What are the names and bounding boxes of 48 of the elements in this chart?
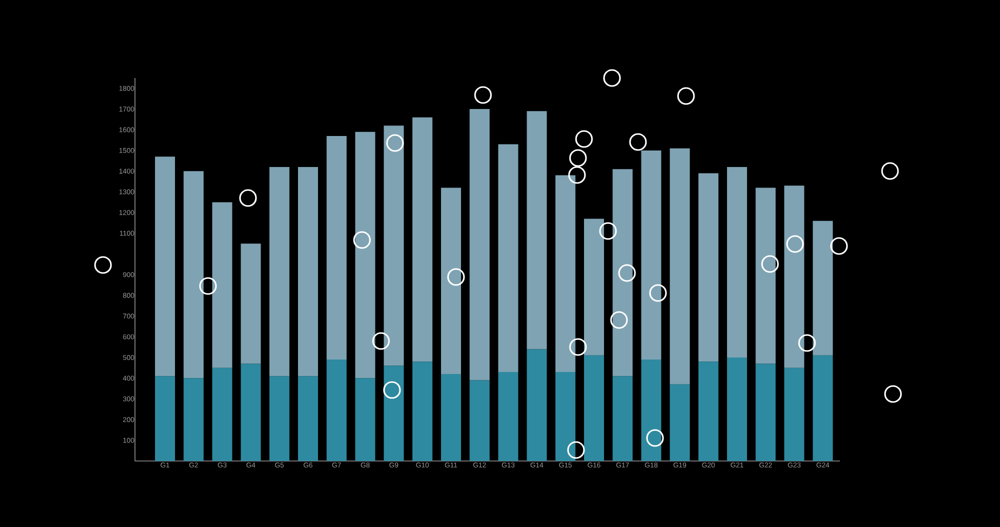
bar: [526, 349, 547, 461]
bar: [641, 360, 662, 461]
bar: [412, 117, 432, 362]
bar: [326, 136, 347, 360]
bar: [184, 171, 204, 378]
bar: [641, 150, 662, 360]
bar: [670, 384, 690, 461]
bar: [727, 167, 748, 358]
bar: [441, 188, 462, 374]
bar: [384, 126, 404, 366]
bar: [298, 167, 318, 376]
bar: [184, 378, 204, 461]
bar: [155, 376, 176, 461]
bar: [584, 218, 604, 356]
bar: [384, 366, 404, 461]
bar: [727, 357, 748, 461]
bar: [555, 175, 576, 372]
bar: [670, 148, 690, 384]
bar: [470, 109, 490, 380]
bar: [555, 372, 576, 461]
bar: [470, 380, 490, 461]
bar: [355, 378, 376, 461]
bar: [298, 376, 318, 461]
bar: [441, 374, 462, 461]
bar: [698, 173, 718, 362]
bar: [612, 169, 633, 376]
bar: [784, 368, 804, 461]
bar: [240, 244, 261, 364]
bar: [412, 362, 432, 461]
bar: [812, 220, 833, 356]
bar: [612, 376, 633, 461]
bar: [498, 144, 518, 372]
bar: [756, 364, 776, 461]
bar: [526, 111, 547, 350]
bar: [698, 362, 718, 461]
bar: [326, 360, 347, 461]
bar: [269, 376, 290, 461]
bar: [212, 368, 232, 461]
bar: [269, 167, 290, 376]
bar: [756, 188, 776, 364]
bar: [784, 186, 804, 368]
bar: [355, 132, 376, 378]
bar: [212, 202, 232, 368]
bar: [240, 364, 261, 461]
bar: [498, 372, 518, 461]
bar: [155, 156, 176, 376]
bar: [812, 355, 833, 461]
bar: [584, 355, 604, 461]
